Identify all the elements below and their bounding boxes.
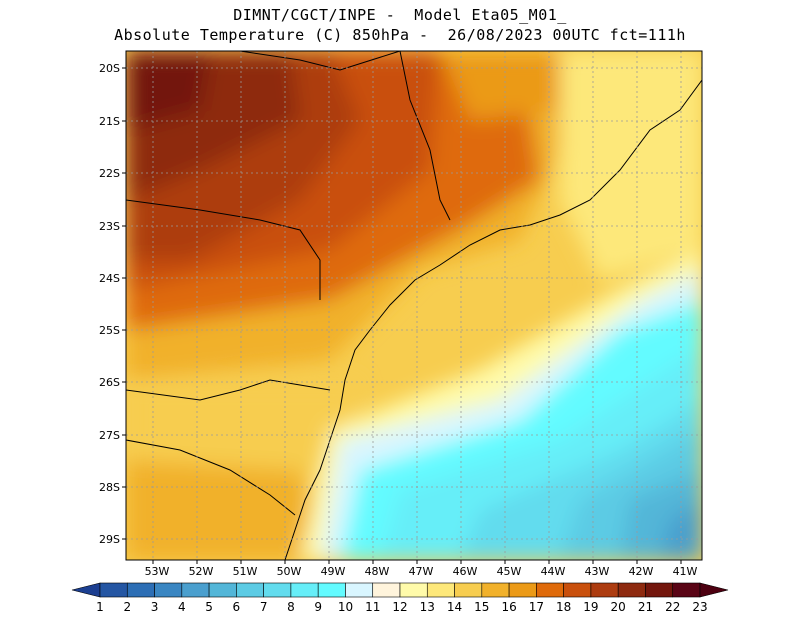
colorbar-swatch: [372, 582, 401, 598]
lon-label: 46W: [453, 565, 478, 578]
colorbar-label: 6: [233, 600, 241, 614]
lon-label: 49W: [321, 565, 346, 578]
colorbar-swatch: [99, 582, 128, 598]
lon-label: 43W: [585, 565, 610, 578]
colorbar-label: 2: [123, 600, 131, 614]
lon-label: 42W: [629, 565, 654, 578]
colorbar-swatch: [645, 582, 674, 598]
lat-label: 27S: [99, 429, 120, 442]
lon-label: 52W: [189, 565, 214, 578]
lat-label: 25S: [99, 324, 120, 337]
colorbar-label: 20: [611, 600, 626, 614]
colorbar-swatch: [617, 582, 646, 598]
lat-label: 24S: [99, 272, 120, 285]
lon-label: 45W: [497, 565, 522, 578]
title-line-2: Absolute Temperature (C) 850hPa - 26/08/…: [114, 26, 686, 44]
map-frame: [125, 50, 703, 561]
lat-label: 29S: [99, 533, 120, 546]
lat-label: 28S: [99, 481, 120, 494]
colorbar-swatch: [181, 582, 210, 598]
lon-label: 53W: [145, 565, 170, 578]
colorbar-label: 8: [287, 600, 295, 614]
colorbar-label: 17: [529, 600, 544, 614]
colorbar-swatch: [399, 582, 428, 598]
colorbar-swatch: [454, 582, 483, 598]
colorbar-label: 12: [392, 600, 407, 614]
colorbar-swatch: [236, 582, 264, 598]
colorbar-label: 13: [420, 600, 435, 614]
colorbar-label: 14: [447, 600, 462, 614]
coastline-and-borders: [126, 51, 702, 560]
colorbar-swatch: [126, 582, 155, 598]
temperature-field: [126, 51, 702, 560]
colorbar-label: 1: [96, 600, 104, 614]
lat-label: 22S: [99, 167, 120, 180]
colorbar-label: 23: [692, 600, 707, 614]
lon-label: 44W: [541, 565, 566, 578]
colorbar-label: 18: [556, 600, 571, 614]
colorbar-swatch: [345, 582, 374, 598]
colorbar-left-arrow: [71, 582, 101, 598]
grid: [126, 51, 702, 560]
colorbar-swatch: [263, 582, 292, 598]
colorbar-swatch: [590, 582, 619, 598]
colorbar-label: 22: [665, 600, 680, 614]
lon-label: 50W: [277, 565, 302, 578]
colorbar-swatch: [290, 582, 319, 598]
title-line-1: DIMNT/CGCT/INPE - Model Eta05_M01_: [233, 6, 567, 24]
colorbar-label: 15: [474, 600, 489, 614]
colorbar-swatch: [481, 582, 510, 598]
lon-label: 48W: [365, 565, 390, 578]
colorbar-swatch: [208, 582, 237, 598]
colorbar-swatch: [426, 582, 455, 598]
colorbar-swatch: [317, 582, 346, 598]
colorbar-label: 9: [314, 600, 322, 614]
colorbar-label: 4: [178, 600, 186, 614]
colorbar-swatch: [508, 582, 537, 598]
colorbar-label: 5: [205, 600, 213, 614]
lon-label: 41W: [673, 565, 698, 578]
colorbar-swatch: [536, 582, 564, 598]
colorbar-label: 21: [638, 600, 653, 614]
colorbar-swatch: [672, 582, 701, 598]
longitude-axis: 53W 52W 51W 50W 49W 48W 47W 46W 45W 44W …: [145, 560, 698, 578]
colorbar-swatch: [154, 582, 183, 598]
lat-label: 26S: [99, 376, 120, 389]
lat-label: 21S: [99, 115, 120, 128]
lon-label: 47W: [409, 565, 434, 578]
colorbar-right-arrow: [699, 582, 729, 598]
lon-label: 51W: [233, 565, 258, 578]
colorbar-label: 11: [365, 600, 380, 614]
colorbar-label: 16: [501, 600, 516, 614]
colorbar-label: 7: [260, 600, 268, 614]
lat-label: 23S: [99, 220, 120, 233]
colorbar-label: 19: [583, 600, 598, 614]
colorbar-label: 3: [151, 600, 159, 614]
latitude-axis: 20S 21S 22S 23S 24S 25S 26S 27S 28S 29S: [99, 62, 126, 546]
colorbar: 1 2 3 4 5 6 7 8 9 10 11 12 13 14 15 16 17 18 19 20 21 22 23: [71, 582, 729, 614]
colorbar-swatch: [563, 582, 592, 598]
colorbar-label: 10: [338, 600, 353, 614]
lat-label: 20S: [99, 62, 120, 75]
